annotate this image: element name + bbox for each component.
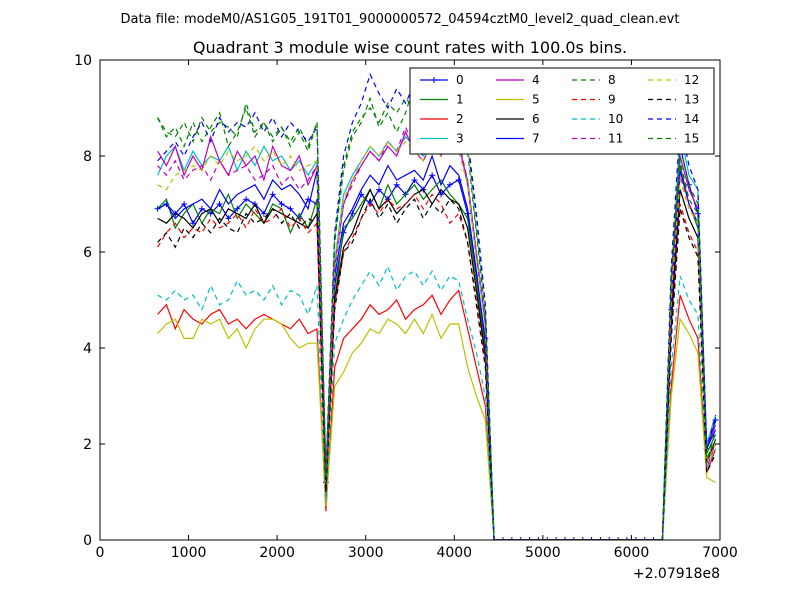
x-tick-label: 6000	[614, 545, 650, 561]
series-marker-0	[207, 210, 214, 217]
y-tick-label: 10	[74, 53, 92, 69]
y-tick-label: 0	[83, 533, 92, 549]
series-line-7	[157, 154, 717, 540]
y-tick-label: 6	[83, 245, 92, 261]
series-line-3	[157, 131, 717, 540]
legend-label-8: 8	[608, 73, 616, 87]
series-marker-0	[588, 537, 595, 540]
chart-title: Quadrant 3 module wise count rates with …	[193, 38, 627, 57]
series-marker-0	[446, 181, 453, 188]
series-marker-0	[526, 537, 533, 540]
series-marker-0	[632, 537, 639, 540]
legend-label-6: 6	[532, 112, 540, 126]
plot-area-frame	[99, 59, 721, 541]
x-tick-label: 4000	[436, 545, 472, 561]
series-marker-0	[393, 181, 400, 188]
series-marker-0	[517, 537, 524, 540]
series-line-10	[157, 264, 717, 540]
legend-label-2: 2	[456, 112, 464, 126]
figure-suptitle: Data file: modeM0/AS1G05_191T01_90000005…	[121, 12, 680, 27]
series-marker-0	[154, 205, 161, 212]
legend-label-11: 11	[608, 132, 623, 146]
series-line-4	[157, 130, 717, 540]
series-marker-0	[198, 205, 205, 212]
series-marker-0	[181, 201, 188, 207]
legend-label-15: 15	[684, 132, 699, 146]
legend-label-4: 4	[532, 73, 540, 87]
series-line-9	[157, 193, 717, 540]
series-marker-0	[570, 537, 577, 540]
legend-label-1: 1	[456, 93, 464, 107]
legend-label-0: 0	[456, 73, 464, 87]
x-tick-label: 7000	[702, 545, 738, 561]
series-line-13	[157, 197, 717, 540]
series-marker-0	[615, 537, 622, 540]
x-tick-label: 0	[96, 545, 105, 561]
legend-label-14: 14	[684, 112, 699, 126]
x-tick-label: 1000	[171, 545, 207, 561]
series-marker-0	[508, 537, 515, 540]
series-marker-0	[243, 196, 250, 203]
series-line-11	[157, 125, 717, 540]
series-line-8	[157, 97, 717, 540]
series-marker-0	[225, 215, 232, 222]
series-line-5	[157, 312, 716, 540]
series-marker-0	[579, 537, 586, 540]
legend-label-10: 10	[608, 112, 623, 126]
series-marker-0	[287, 205, 294, 212]
series-marker-0	[429, 172, 436, 179]
series-line-2	[157, 289, 717, 540]
series-marker-0	[216, 201, 223, 207]
series-marker-0	[376, 186, 382, 193]
x-offset-label: +2.07918e8	[633, 566, 720, 582]
legend-label-3: 3	[456, 132, 464, 146]
legend-label-7: 7	[532, 132, 540, 146]
legend-label-12: 12	[684, 73, 699, 87]
series-marker-0	[234, 205, 241, 212]
series-line-15	[157, 81, 717, 540]
series-line-6	[157, 188, 717, 540]
series-marker-0	[650, 537, 657, 540]
series-marker-0	[269, 191, 276, 198]
series-marker-0	[641, 537, 648, 540]
series-line-12	[157, 140, 717, 540]
x-tick-label: 2000	[259, 545, 295, 561]
series-marker-0	[624, 537, 630, 540]
legend-label-9: 9	[608, 93, 616, 107]
series-marker-0	[500, 537, 506, 540]
series-marker-0	[597, 537, 604, 540]
series-marker-0	[349, 210, 356, 217]
series-marker-0	[438, 191, 444, 198]
y-tick-label: 8	[83, 149, 92, 165]
y-tick-label: 4	[83, 341, 92, 357]
legend-label-5: 5	[532, 93, 540, 107]
series-marker-0	[535, 537, 542, 540]
legend-frame	[409, 67, 715, 155]
series-marker-0	[544, 537, 551, 540]
series-line-0	[157, 146, 717, 540]
y-tick-label: 2	[83, 437, 92, 453]
series-marker-0	[553, 537, 560, 540]
x-tick-label: 3000	[348, 545, 384, 561]
series-marker-0	[411, 177, 418, 183]
legend-marker-0	[431, 77, 437, 83]
legend-label-13: 13	[684, 93, 699, 107]
series-marker-0	[278, 201, 285, 207]
series-marker-0	[455, 177, 462, 183]
series-line-1	[157, 165, 717, 540]
series-marker-0	[260, 210, 267, 217]
x-tick-label: 5000	[525, 545, 561, 561]
series-marker-0	[190, 220, 196, 227]
series-marker-0	[562, 537, 568, 540]
series-marker-0	[606, 537, 613, 540]
